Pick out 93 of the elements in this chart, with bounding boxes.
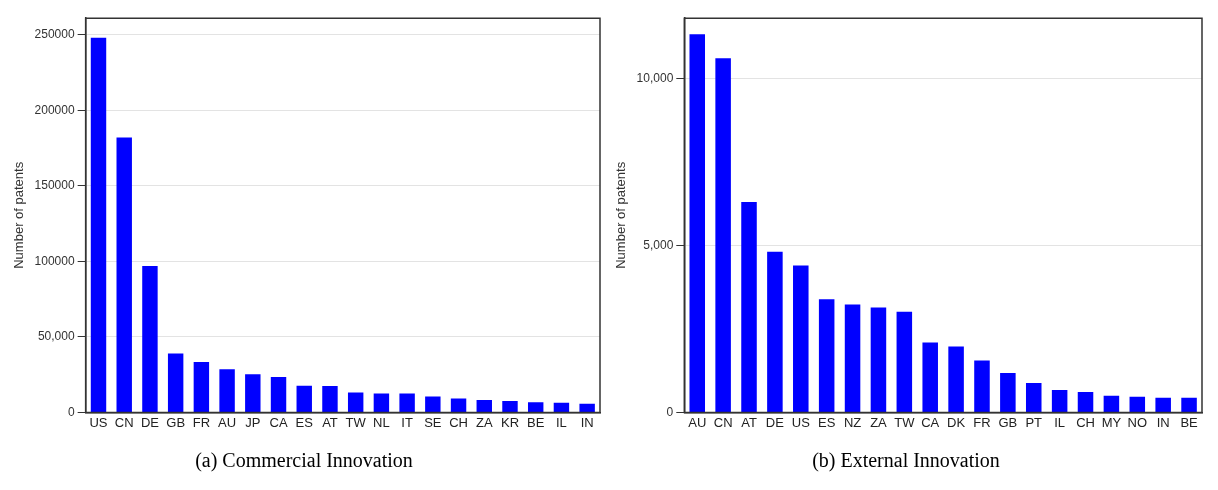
bar	[450, 398, 467, 412]
text: (b) External Innovation	[812, 449, 1000, 473]
bar	[767, 251, 783, 412]
y-tick-label: 5,000	[643, 237, 674, 252]
y-tick-label: 150000	[34, 178, 75, 193]
x-tick-label: GB	[998, 414, 1018, 430]
x-tick-label: IT	[401, 414, 413, 430]
x-tick-label: KR	[500, 414, 520, 430]
x-tick-label: IL	[556, 414, 567, 430]
x-tick-label: DE	[765, 414, 785, 430]
x-tick-label: CA	[921, 414, 940, 430]
bar	[579, 403, 595, 412]
bar	[347, 392, 364, 412]
x-tick-label: AT	[741, 414, 757, 430]
bar	[270, 376, 287, 412]
y-tick-label: 50,000	[37, 329, 75, 344]
bar	[90, 37, 107, 412]
x-tick-label: US	[791, 414, 811, 430]
bar	[1051, 390, 1068, 412]
bar	[373, 393, 390, 412]
bar	[948, 346, 964, 412]
y-tick-label: 200000	[34, 102, 75, 117]
x-tick-label: BE	[527, 414, 545, 430]
bar	[715, 58, 731, 412]
y-tick-label: 0	[666, 404, 674, 419]
x-tick-label: CA	[269, 414, 288, 430]
bar	[399, 393, 415, 412]
bar	[502, 401, 518, 412]
bar	[689, 34, 706, 412]
bar	[974, 360, 990, 412]
x-tick-label: IL	[1054, 414, 1066, 430]
y-tick-label: 0	[67, 404, 75, 419]
bar	[896, 311, 913, 412]
x-tick-label: ES	[295, 414, 314, 430]
bar	[1077, 392, 1094, 412]
bar	[1181, 397, 1197, 412]
x-tick-label: CH	[449, 414, 468, 430]
bar	[1000, 372, 1016, 412]
x-tick-label: TW	[345, 414, 367, 430]
y-tick-label: 10,000	[636, 70, 674, 85]
x-tick-label: AT	[322, 414, 338, 430]
x-tick-label: AU	[688, 414, 707, 430]
x-tick-label: US	[89, 414, 108, 430]
bar	[1155, 397, 1171, 412]
x-tick-label: FR	[192, 414, 211, 430]
x-tick-label: NL	[373, 414, 390, 430]
x-tick-label: DE	[140, 414, 160, 430]
x-tick-label: IN	[580, 414, 594, 430]
bar	[527, 402, 544, 412]
bar	[167, 353, 184, 412]
bar	[142, 265, 158, 412]
bar	[870, 307, 887, 412]
x-tick-label: JP	[245, 414, 261, 430]
bar	[844, 304, 861, 412]
bar	[741, 201, 757, 412]
x-tick-label: ZA	[870, 414, 888, 430]
bar	[818, 299, 835, 412]
x-tick-label: IN	[1156, 414, 1170, 430]
y-tick-label: 100000	[34, 253, 75, 268]
y-tick-label: 250000	[34, 27, 75, 42]
x-tick-label: BE	[1180, 414, 1199, 430]
x-tick-label: PT	[1025, 414, 1043, 430]
x-tick-label: ES	[818, 414, 836, 430]
bar	[296, 385, 312, 412]
x-tick-label: DK	[947, 414, 966, 430]
y-axis-title: Number of patents	[11, 161, 27, 269]
bar	[1025, 383, 1042, 412]
y-axis-title: Number of patents	[613, 161, 629, 269]
bar	[322, 386, 338, 412]
bar	[793, 265, 809, 412]
x-tick-label: MY	[1101, 414, 1122, 430]
x-tick-label: CN	[114, 414, 134, 430]
bar	[1103, 395, 1120, 412]
bar	[219, 369, 235, 412]
x-tick-label: CN	[713, 414, 733, 430]
x-tick-label: TW	[894, 414, 916, 430]
text: (a) Commercial Innovation	[195, 449, 413, 473]
bar	[425, 396, 441, 412]
bar	[922, 342, 938, 412]
x-tick-label: NO	[1127, 414, 1148, 430]
bar	[245, 374, 261, 412]
x-tick-label: AU	[218, 414, 237, 430]
bar	[1129, 396, 1146, 412]
x-tick-label: FR	[973, 414, 991, 430]
bar	[193, 361, 210, 412]
bar	[553, 402, 570, 412]
bar	[476, 400, 492, 412]
x-tick-label: ZA	[475, 414, 493, 430]
x-tick-label: NZ	[843, 414, 862, 430]
x-tick-label: CH	[1076, 414, 1095, 430]
x-tick-label: SE	[424, 414, 442, 430]
bar	[116, 137, 132, 412]
x-tick-label: GB	[166, 414, 186, 430]
